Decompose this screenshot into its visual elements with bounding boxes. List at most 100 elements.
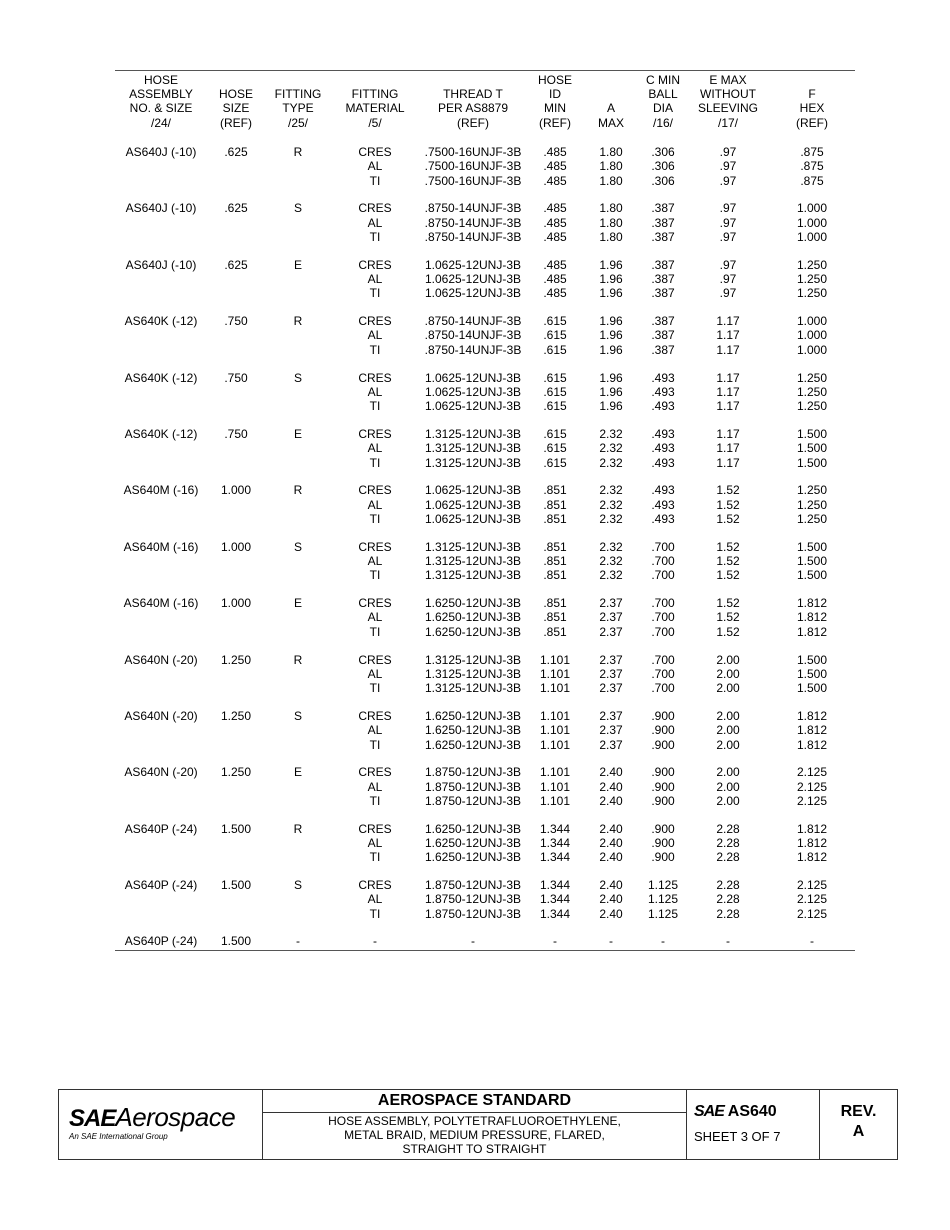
assembly-cell — [115, 456, 207, 470]
c-min-cell: .493 — [651, 370, 675, 385]
c-min-cell: .900 — [651, 765, 675, 780]
header-line: /25/ — [287, 115, 308, 130]
fitting-type-cell — [265, 441, 331, 455]
f-hex-cell: 1.000 — [796, 314, 828, 329]
thread-cell: .7500-16UNJF-3B — [424, 173, 522, 188]
a-max-cell: 1.96 — [599, 314, 623, 329]
fitting-type-cell — [265, 667, 331, 681]
thread-cell: 1.0625-12UNJ-3B — [424, 497, 522, 512]
c-min-cell: .700 — [651, 652, 675, 667]
table-row: TI 1.8750-12UNJ-3B 1.344 2.40 1.125 2.28 2.125 — [115, 907, 855, 921]
f-hex-cell: 1.500 — [796, 441, 828, 456]
thread-cell: 1.3125-12UNJ-3B — [424, 539, 522, 554]
hose-size-cell — [207, 174, 265, 188]
assembly-cell: AS640M (-16) — [123, 483, 199, 498]
header-line: A — [606, 101, 615, 116]
hose-id-cell: .851 — [543, 497, 567, 512]
hose-size-cell — [207, 399, 265, 413]
fitting-type-cell — [265, 328, 331, 342]
fitting-type-cell: R — [293, 821, 303, 836]
table-row: AS640M (-16) 1.000 S CRES 1.3125-12UNJ-3B .85… — [115, 540, 855, 554]
fitting-type-cell — [265, 780, 331, 794]
e-max-cell: .97 — [719, 272, 737, 287]
hose-assembly-group: AS640K (-12) .750 S CRES 1.0625-12UNJ-3B .615… — [115, 371, 855, 414]
fitting-type-cell — [265, 836, 331, 850]
assembly-cell — [115, 892, 207, 906]
e-max-cell: 2.00 — [716, 737, 740, 752]
assembly-cell — [115, 554, 207, 568]
table-row: TI 1.8750-12UNJ-3B 1.101 2.40 .900 2.00 2.125 — [115, 794, 855, 808]
a-max-cell: 1.80 — [599, 229, 623, 244]
a-max-cell: 1.96 — [599, 399, 623, 414]
header-line: HOSE — [218, 87, 253, 102]
e-max-cell: .97 — [719, 145, 737, 159]
c-min-cell: .387 — [651, 272, 675, 287]
subtitle-line: METAL BRAID, MEDIUM PRESSURE, FLARED, — [344, 1128, 605, 1142]
fitting-material-cell: AL — [367, 328, 383, 343]
f-hex-cell: 1.250 — [796, 497, 828, 512]
f-hex-cell: 1.812 — [796, 850, 828, 865]
e-max-cell: 1.17 — [716, 455, 740, 470]
a-max-cell: 2.37 — [599, 610, 623, 625]
e-max-cell: .97 — [719, 201, 737, 216]
f-hex-cell: 1.812 — [796, 596, 828, 611]
f-hex-cell: 1.250 — [796, 286, 828, 301]
e-max-cell: .97 — [719, 173, 737, 188]
e-max-cell: 2.28 — [716, 906, 740, 921]
assembly-cell — [115, 399, 207, 413]
hose-id-cell: 1.101 — [539, 681, 571, 696]
hose-size-cell — [207, 738, 265, 752]
header-line: DIA — [652, 101, 673, 116]
assembly-cell — [115, 216, 207, 230]
fitting-material-cell: CRES — [358, 201, 392, 216]
hose-id-cell: .615 — [543, 426, 567, 441]
fitting-material-cell: TI — [369, 455, 381, 470]
header-line: MATERIAL — [345, 101, 405, 116]
hose-assembly-group: AS640K (-12) .750 E CRES 1.3125-12UNJ-3B .615… — [115, 427, 855, 470]
a-max-cell: 1.96 — [599, 257, 623, 272]
header-e-max: E MAX WITHOUT SLEEVING/17/ — [687, 72, 769, 130]
rev-label: REV. — [840, 1103, 877, 1120]
fitting-material-cell: CRES — [358, 878, 392, 893]
fitting-type-cell — [265, 512, 331, 526]
fitting-material-cell: TI — [369, 850, 381, 865]
thread-cell: .8750-14UNJF-3B — [424, 215, 522, 230]
hose-assembly-group: AS640P (-24) 1.500 R CRES 1.6250-12UNJ-3B 1.3… — [115, 822, 855, 865]
hose-id-cell: 1.101 — [539, 765, 571, 780]
fitting-type-cell — [265, 385, 331, 399]
a-max-cell: 1.96 — [599, 328, 623, 343]
table-row: TI 1.3125-12UNJ-3B .615 2.32 .493 1.17 1.500 — [115, 456, 855, 470]
fitting-material-cell: TI — [369, 793, 381, 808]
e-max-cell: 2.28 — [716, 850, 740, 865]
fitting-type-cell — [265, 907, 331, 921]
c-min-cell: .700 — [651, 610, 675, 625]
hose-size-cell: .625 — [224, 201, 248, 216]
e-max-cell: .97 — [719, 286, 737, 301]
hose-id-cell: 1.101 — [539, 793, 571, 808]
fitting-material-cell: AL — [367, 441, 383, 456]
thread-cell: .8750-14UNJF-3B — [424, 229, 522, 244]
sheet-number: SHEET 3 OF 7 — [694, 1129, 781, 1144]
fitting-type-cell: S — [293, 878, 302, 893]
fitting-material-cell: TI — [369, 229, 381, 244]
hose-size-cell — [207, 498, 265, 512]
table-row: AS640N (-20) 1.250 S CRES 1.6250-12UNJ-3B 1.1… — [115, 709, 855, 723]
hose-assembly-group: AS640P (-24) 1.500 - - - - - - - - — [115, 934, 855, 949]
fitting-type-cell — [265, 738, 331, 752]
assembly-cell: AS640J (-10) — [125, 257, 197, 272]
f-hex-cell: 1.250 — [796, 384, 828, 399]
thread-cell: .7500-16UNJF-3B — [424, 145, 522, 159]
c-min-cell: 1.125 — [647, 892, 679, 907]
assembly-cell — [115, 850, 207, 864]
f-hex-cell: 1.250 — [796, 257, 828, 272]
a-max-cell: 2.40 — [599, 765, 623, 780]
fitting-material-cell: TI — [369, 624, 381, 639]
header-c-min: C MIN BALL DIA/16/ — [639, 72, 687, 130]
hose-assembly-group: AS640M (-16) 1.000 E CRES 1.6250-12UNJ-3B .85… — [115, 596, 855, 639]
hose-id-cell: 1.344 — [539, 892, 571, 907]
table-row: AS640P (-24) 1.500 - - - - - - - - — [115, 934, 855, 948]
header-fitting-material: FITTING MATERIAL/5/ — [331, 72, 419, 130]
fitting-material-cell: AL — [367, 610, 383, 625]
table-row: AS640J (-10) .625 E CRES 1.0625-12UNJ-3B .485… — [115, 258, 855, 272]
c-min-cell: .700 — [651, 568, 675, 583]
